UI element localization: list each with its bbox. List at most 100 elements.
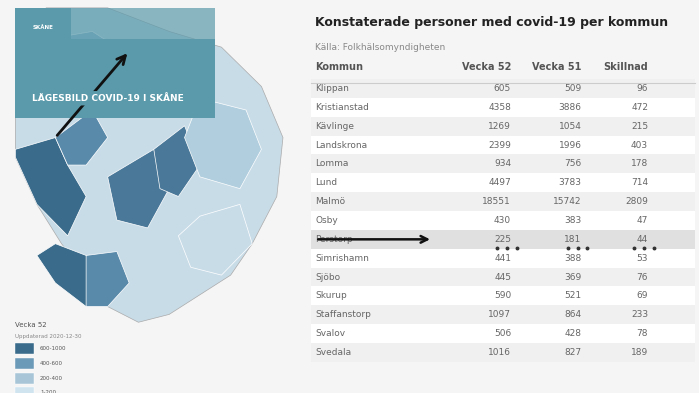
Text: Kävlinge: Kävlinge <box>315 122 354 130</box>
Bar <box>15 387 34 393</box>
Bar <box>312 117 695 136</box>
Bar <box>15 8 71 47</box>
Text: Malmö: Malmö <box>315 197 345 206</box>
Text: 1054: 1054 <box>559 122 582 130</box>
Text: 2809: 2809 <box>625 197 648 206</box>
Text: 15742: 15742 <box>553 197 582 206</box>
Text: 400-600: 400-600 <box>40 361 63 365</box>
Text: 215: 215 <box>631 122 648 130</box>
Text: 2399: 2399 <box>488 141 511 149</box>
Text: 53: 53 <box>637 254 648 263</box>
Bar <box>15 358 34 369</box>
Text: Skurup: Skurup <box>315 292 347 300</box>
Bar <box>312 249 695 268</box>
Text: 78: 78 <box>637 329 648 338</box>
Text: 1996: 1996 <box>559 141 582 149</box>
Text: Staffanstorp: Staffanstorp <box>315 310 371 319</box>
Text: Perstorp: Perstorp <box>315 235 353 244</box>
Bar <box>15 39 215 118</box>
Bar <box>15 343 34 354</box>
Polygon shape <box>37 244 108 307</box>
Polygon shape <box>15 138 86 236</box>
Bar <box>312 268 695 286</box>
Bar <box>312 211 695 230</box>
Text: Svedala: Svedala <box>315 348 352 357</box>
Text: Skillnad: Skillnad <box>603 62 648 72</box>
Text: Sjöbo: Sjöbo <box>315 273 340 281</box>
Bar <box>312 136 695 154</box>
Polygon shape <box>178 204 252 275</box>
Polygon shape <box>15 8 283 322</box>
Text: Konstaterade personer med covid-19 per kommun: Konstaterade personer med covid-19 per k… <box>315 16 668 29</box>
Text: 600-1000: 600-1000 <box>40 346 66 351</box>
Text: SKÅNE: SKÅNE <box>33 25 54 30</box>
Text: Klippan: Klippan <box>315 84 350 93</box>
Text: 1016: 1016 <box>488 348 511 357</box>
Text: 76: 76 <box>637 273 648 281</box>
Text: 3886: 3886 <box>559 103 582 112</box>
Bar <box>312 79 695 98</box>
Text: Kommun: Kommun <box>315 62 363 72</box>
Text: Kristianstad: Kristianstad <box>315 103 369 112</box>
Polygon shape <box>117 39 200 110</box>
Text: 521: 521 <box>565 292 582 300</box>
Bar <box>312 192 695 211</box>
Text: 233: 233 <box>631 310 648 319</box>
Text: Vecka 52: Vecka 52 <box>462 62 511 72</box>
Bar <box>312 98 695 117</box>
Text: Svalov: Svalov <box>315 329 345 338</box>
Text: 369: 369 <box>564 273 582 281</box>
Text: Lomma: Lomma <box>315 160 349 168</box>
Bar <box>312 173 695 192</box>
Text: Vecka 51: Vecka 51 <box>532 62 582 72</box>
Polygon shape <box>185 98 261 189</box>
Text: 756: 756 <box>564 160 582 168</box>
Text: Lund: Lund <box>315 178 338 187</box>
Text: 1-200: 1-200 <box>40 391 56 393</box>
Bar <box>312 154 695 173</box>
Text: Uppdaterad 2020-12-30: Uppdaterad 2020-12-30 <box>15 334 82 339</box>
Text: 590: 590 <box>494 292 511 300</box>
Text: 605: 605 <box>494 84 511 93</box>
Text: 3783: 3783 <box>559 178 582 187</box>
Text: LÄGESBILD COVID-19 I SKÅNE: LÄGESBILD COVID-19 I SKÅNE <box>31 94 184 103</box>
Text: 506: 506 <box>494 329 511 338</box>
Text: 225: 225 <box>494 235 511 244</box>
Text: 430: 430 <box>494 216 511 225</box>
Polygon shape <box>86 252 129 307</box>
Text: 1269: 1269 <box>488 122 511 130</box>
Text: 472: 472 <box>631 103 648 112</box>
Text: 4497: 4497 <box>489 178 511 187</box>
Bar <box>312 286 695 305</box>
Text: 383: 383 <box>564 216 582 225</box>
Text: Simrishamn: Simrishamn <box>315 254 369 263</box>
Text: 47: 47 <box>637 216 648 225</box>
Text: 827: 827 <box>565 348 582 357</box>
Text: 178: 178 <box>631 160 648 168</box>
Polygon shape <box>108 149 169 228</box>
Text: 44: 44 <box>637 235 648 244</box>
Bar <box>71 8 215 71</box>
Text: Landskrona: Landskrona <box>315 141 368 149</box>
Polygon shape <box>55 110 108 165</box>
Text: Vecka 52: Vecka 52 <box>15 322 47 328</box>
Bar <box>312 324 695 343</box>
Bar <box>15 373 34 384</box>
Text: Källa: Folkhälsomyndigheten: Källa: Folkhälsomyndigheten <box>315 43 446 52</box>
Polygon shape <box>46 31 117 79</box>
Bar <box>312 305 695 324</box>
Text: 714: 714 <box>631 178 648 187</box>
Text: 189: 189 <box>631 348 648 357</box>
Text: 4358: 4358 <box>488 103 511 112</box>
Text: 864: 864 <box>565 310 582 319</box>
Text: 96: 96 <box>637 84 648 93</box>
Text: 69: 69 <box>637 292 648 300</box>
Bar <box>312 343 695 362</box>
Text: Osby: Osby <box>315 216 338 225</box>
Text: 445: 445 <box>494 273 511 281</box>
Text: 181: 181 <box>564 235 582 244</box>
Text: 403: 403 <box>631 141 648 149</box>
Text: 509: 509 <box>564 84 582 93</box>
Polygon shape <box>154 126 200 196</box>
Text: 388: 388 <box>564 254 582 263</box>
